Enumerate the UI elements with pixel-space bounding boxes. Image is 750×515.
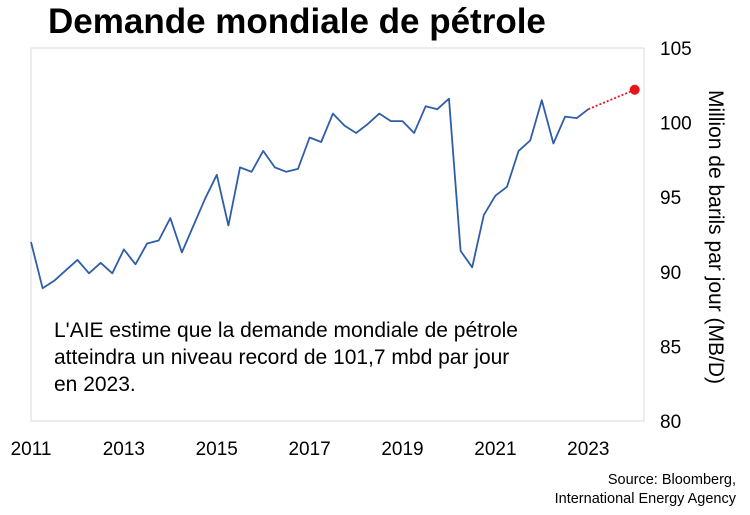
y-tick-label: 90 [660,263,681,284]
annotation-text: L'AIE estime que la demande mondiale de … [54,319,518,396]
y-axis-ticks: 80 85 90 95 100 105 [660,39,692,433]
x-tick-label: 2011 [11,439,52,460]
plot-area [30,47,645,422]
x-tick-label: 2019 [381,439,423,460]
x-tick-label: 2017 [288,439,330,460]
y-tick-label: 105 [660,39,692,60]
x-axis-ticks: 2011 2013 2015 2017 2019 2021 2023 [11,439,610,460]
source-note: Source: Bloomberg, International Energy … [555,471,736,509]
x-tick-label: 2013 [103,439,145,460]
y-tick-label: 100 [660,114,692,135]
series-layer [30,84,640,290]
chart-title: Demande mondiale de pétrole [48,2,546,41]
series-line-demand [30,97,589,290]
y-tick-label: 80 [660,412,681,433]
source-line-1: Source: Bloomberg, [607,472,736,488]
y-axis-label: Million de barils par jour (MB/D) [704,90,727,384]
x-tick-label: 2023 [567,439,609,460]
source-line-2: International Energy Agency [554,491,736,507]
y-tick-label: 85 [660,337,681,358]
forecast-point [629,84,640,95]
y-tick-label: 95 [660,188,681,209]
x-tick-label: 2021 [474,439,516,460]
forecast-line [587,88,636,111]
x-tick-label: 2015 [196,439,238,460]
